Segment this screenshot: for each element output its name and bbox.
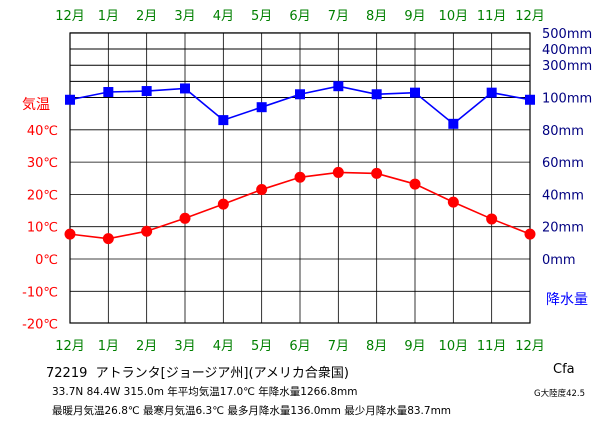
temperature-tick-label: 40℃ — [27, 124, 58, 139]
precipitation-point — [218, 115, 229, 126]
precipitation-point — [525, 94, 535, 105]
temperature-axis-ticks: 40℃ 30℃ 20℃ 10℃ 0℃ -10℃ -20℃ — [22, 124, 58, 333]
month-label-top: 11月 — [477, 9, 507, 24]
month-label-bottom: 6月 — [289, 339, 310, 354]
precipitation-point — [371, 89, 382, 100]
station-title: 72219 アトランタ[ジョージア州](アメリカ合衆国) — [46, 362, 349, 381]
month-label-bottom: 4月 — [213, 339, 234, 354]
temperature-point — [524, 228, 536, 240]
precipitation-point — [333, 81, 344, 92]
month-label-bottom: 8月 — [366, 339, 387, 354]
station-id: 72219 — [46, 366, 88, 381]
climate-code: Cfa — [553, 362, 575, 377]
temperature-point — [141, 225, 153, 237]
temperature-tick-label: -10℃ — [22, 285, 58, 300]
month-label-bottom: 11月 — [477, 339, 507, 354]
precipitation-tick-label: 40mm — [542, 188, 584, 203]
temperature-point — [447, 196, 459, 208]
month-label-top: 4月 — [213, 9, 234, 24]
month-label-bottom: 2月 — [136, 339, 157, 354]
precipitation-point — [295, 89, 305, 100]
month-label-top: 6月 — [289, 9, 310, 24]
precipitation-point — [141, 86, 152, 97]
precipitation-tick-label: 0mm — [542, 253, 576, 268]
precipitation-point — [448, 118, 459, 129]
precipitation-tick-label: 80mm — [542, 124, 584, 139]
station-name: アトランタ[ジョージア州](アメリカ合衆国) — [95, 366, 350, 381]
temperature-point — [217, 198, 229, 210]
station-coords: 33.7N 84.4W 315.0m 年平均気温17.0℃ 年降水量1266.8… — [52, 386, 358, 398]
temperature-point — [102, 233, 114, 245]
month-label-bottom: 9月 — [404, 339, 425, 354]
precipitation-axis-label: 降水量 — [546, 292, 588, 308]
temperature-tick-label: 10℃ — [27, 221, 58, 236]
month-label-top: 12月 — [515, 9, 545, 24]
temperature-point — [332, 166, 344, 178]
month-label-top: 2月 — [136, 9, 157, 24]
temperature-point — [486, 213, 498, 225]
precipitation-tick-label: 100mm — [542, 92, 592, 107]
temperature-tick-label: 30℃ — [27, 156, 58, 171]
climograph: 12月 1月 2月 3月 4月 5月 6月 7月 8月 9月 10月 11月 12月 12月 1月 2月 3月… — [22, 9, 592, 354]
temperature-point — [64, 228, 76, 240]
month-label-bottom: 5月 — [251, 339, 272, 354]
precipitation-tick-label: 60mm — [542, 156, 584, 171]
precipitation-point — [486, 87, 497, 98]
month-label-top: 10月 — [439, 9, 469, 24]
precipitation-tick-label: 300mm — [542, 59, 592, 74]
temperature-point — [371, 167, 383, 179]
temperature-tick-label: 20℃ — [27, 188, 58, 203]
month-label-bottom: 10月 — [439, 339, 469, 354]
temperature-point — [256, 184, 268, 196]
temperature-point — [179, 212, 191, 224]
temperature-point — [409, 178, 421, 190]
month-labels-bottom: 12月 1月 2月 3月 4月 5月 6月 7月 8月 9月 10月 11月 12月 — [55, 339, 545, 354]
precipitation-point — [65, 94, 75, 105]
month-label-top: 9月 — [404, 9, 425, 24]
temperature-tick-label: -20℃ — [22, 318, 58, 333]
month-labels-top: 12月 1月 2月 3月 4月 5月 6月 7月 8月 9月 10月 11月 12月 — [55, 9, 545, 24]
continentality: G大陸度42.5 — [534, 389, 586, 399]
month-label-bottom: 1月 — [98, 339, 119, 354]
month-label-top: 8月 — [366, 9, 387, 24]
precipitation-point — [256, 102, 267, 113]
precipitation-point — [410, 87, 420, 98]
month-label-top: 12月 — [55, 9, 85, 24]
precipitation-tick-label: 400mm — [542, 43, 592, 58]
precipitation-point — [180, 83, 190, 94]
plot-frame — [69, 32, 531, 324]
month-label-bottom: 12月 — [55, 339, 85, 354]
series — [64, 81, 536, 245]
temperature-tick-label: 0℃ — [35, 253, 58, 268]
temperature-point — [294, 171, 306, 183]
temperature-axis-label: 気温 — [22, 97, 50, 113]
plot-border — [69, 32, 531, 324]
precipitation-tick-label: 500mm — [542, 27, 592, 42]
month-label-top: 7月 — [328, 9, 349, 24]
month-label-top: 5月 — [251, 9, 272, 24]
station-extremes: 最暖月気温26.8℃ 最寒月気温6.3℃ 最多月降水量136.0mm 最少月降水… — [52, 405, 452, 417]
month-label-top: 1月 — [98, 9, 119, 24]
precipitation-point — [103, 87, 114, 98]
precipitation-tick-label: 20mm — [542, 221, 584, 236]
month-label-bottom: 3月 — [174, 339, 195, 354]
month-label-bottom: 7月 — [328, 339, 349, 354]
month-label-top: 3月 — [174, 9, 195, 24]
month-label-bottom: 12月 — [515, 339, 545, 354]
